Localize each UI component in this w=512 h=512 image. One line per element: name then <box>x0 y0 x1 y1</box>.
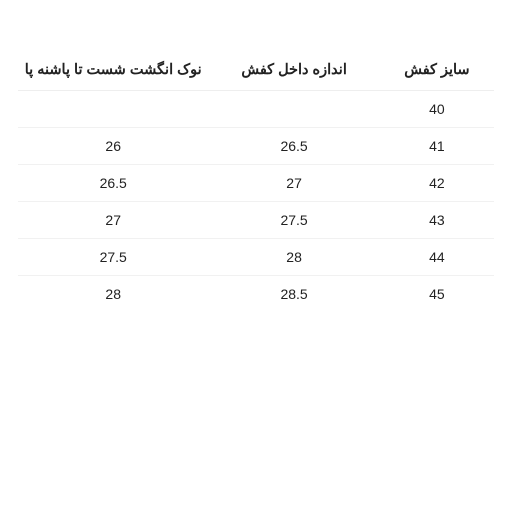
cell-toe: 26.5 <box>18 165 208 202</box>
cell-size: 40 <box>380 91 494 128</box>
table-row: 43 27.5 27 <box>18 202 494 239</box>
cell-inner: 27.5 <box>208 202 379 239</box>
cell-toe <box>18 91 208 128</box>
cell-toe: 27 <box>18 202 208 239</box>
cell-inner <box>208 91 379 128</box>
cell-size: 44 <box>380 239 494 276</box>
cell-toe: 27.5 <box>18 239 208 276</box>
shoe-size-table: سایز کفش اندازه داخل کفش نوک انگشت شست ت… <box>18 50 494 312</box>
cell-size: 45 <box>380 276 494 313</box>
cell-size: 41 <box>380 128 494 165</box>
table-row: 42 27 26.5 <box>18 165 494 202</box>
table-row: 45 28.5 28 <box>18 276 494 313</box>
table-row: 41 26.5 26 <box>18 128 494 165</box>
cell-inner: 28 <box>208 239 379 276</box>
cell-size: 43 <box>380 202 494 239</box>
cell-inner: 26.5 <box>208 128 379 165</box>
cell-inner: 28.5 <box>208 276 379 313</box>
header-row: سایز کفش اندازه داخل کفش نوک انگشت شست ت… <box>18 50 494 91</box>
col-header-toe: نوک انگشت شست تا پاشنه پا <box>18 50 208 91</box>
col-header-inner: اندازه داخل کفش <box>208 50 379 91</box>
table-row: 44 28 27.5 <box>18 239 494 276</box>
cell-inner: 27 <box>208 165 379 202</box>
col-header-size: سایز کفش <box>380 50 494 91</box>
cell-size: 42 <box>380 165 494 202</box>
table-row: 40 <box>18 91 494 128</box>
cell-toe: 26 <box>18 128 208 165</box>
cell-toe: 28 <box>18 276 208 313</box>
size-table-container: سایز کفش اندازه داخل کفش نوک انگشت شست ت… <box>0 0 512 312</box>
